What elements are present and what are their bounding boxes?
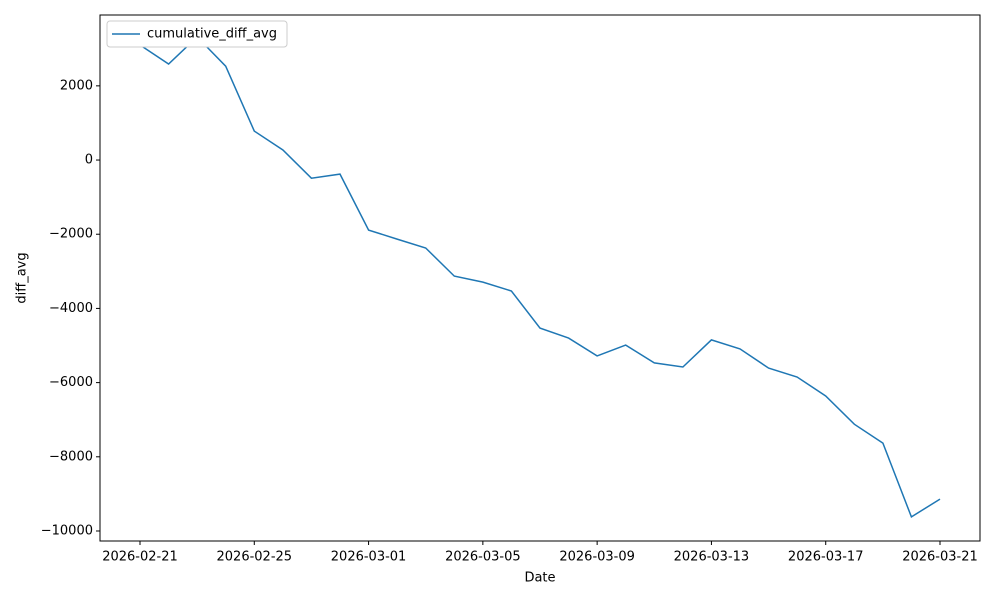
x-tick-label: 2026-03-01 <box>331 550 407 565</box>
plot-frame <box>99 14 981 542</box>
x-tick-label: 2026-03-05 <box>445 550 521 565</box>
x-axis-label: Date <box>524 571 555 586</box>
y-tick-label: −4000 <box>49 301 93 316</box>
legend-label: cumulative_diff_avg <box>147 27 277 42</box>
x-tick-label: 2026-03-13 <box>674 550 750 565</box>
x-tick-label: 2026-02-25 <box>217 550 293 565</box>
data-line <box>139 35 941 519</box>
y-axis-label: diff_avg <box>15 252 30 303</box>
y-tick-label: −2000 <box>49 227 93 242</box>
y-tick-label: 2000 <box>60 78 93 93</box>
x-tick-label: 2026-03-09 <box>559 550 635 565</box>
legend-box <box>106 20 288 48</box>
x-tick-label: 2026-02-21 <box>102 550 178 565</box>
x-tick-label: 2026-03-17 <box>788 550 864 565</box>
y-tick-label: −6000 <box>49 375 93 390</box>
x-tick-label: 2026-03-21 <box>902 550 978 565</box>
y-tick-label: −8000 <box>49 449 93 464</box>
y-tick-label: 0 <box>85 153 93 168</box>
y-tick-label: −10000 <box>41 523 93 538</box>
